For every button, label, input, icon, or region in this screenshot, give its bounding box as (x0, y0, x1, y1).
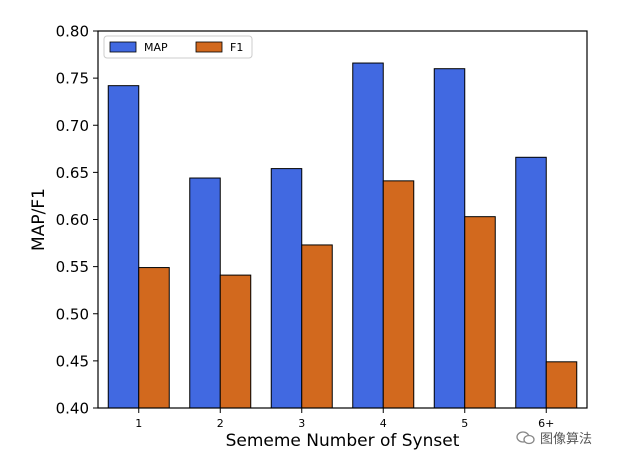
y-axis: 0.40 0.45 0.50 0.55 0.60 0.65 0.70 0.75 0.80 (56, 23, 98, 418)
legend: MAP F1 (103, 35, 253, 59)
x-tick-label: 3 (298, 417, 305, 430)
y-tick-label: 0.65 (56, 164, 89, 182)
x-tick-label: 1 (135, 417, 142, 430)
legend-swatch-f1 (195, 41, 223, 53)
bar-f1-5 (464, 216, 496, 409)
x-tick-label: 6+ (538, 417, 554, 430)
bar-map-3 (270, 168, 303, 409)
x-tick-label: 4 (380, 417, 387, 430)
legend-swatch-map (109, 41, 137, 53)
y-tick-label: 0.75 (56, 70, 89, 88)
wechat-icon (516, 430, 535, 444)
bars-layer (107, 62, 578, 409)
x-axis: 1 2 3 4 5 6+ (135, 408, 554, 430)
plot-frame (97, 30, 588, 409)
y-tick-label: 0.55 (56, 258, 89, 276)
y-tick-label: 0.70 (56, 117, 89, 135)
y-tick-label: 0.45 (56, 352, 89, 370)
bar-f1-4 (382, 180, 415, 409)
bar-map-4 (352, 62, 384, 409)
y-tick-label: 0.40 (56, 400, 89, 418)
bar-map-2 (189, 177, 221, 409)
y-tick-label: 0.50 (56, 305, 89, 323)
legend-box (103, 35, 253, 59)
y-tick-label: 0.80 (56, 23, 89, 41)
y-tick-label: 0.60 (56, 211, 89, 229)
x-tick-label: 5 (461, 417, 468, 430)
bar-f1-1 (138, 267, 170, 409)
x-axis-title: Sememe Number of Synset (226, 431, 460, 451)
bar-map-5 (433, 68, 466, 409)
watermark: 图像算法 (516, 428, 592, 447)
watermark-text: 图像算法 (540, 432, 593, 447)
legend-label-f1: F1 (230, 41, 243, 54)
bar-map-6+ (515, 156, 547, 409)
bar-map-1 (107, 85, 140, 409)
bar-f1-3 (301, 244, 333, 409)
y-axis-title: MAP/F1 (29, 188, 49, 251)
bar-f1-6+ (545, 361, 578, 409)
x-tick-label: 2 (217, 417, 224, 430)
legend-label-map: MAP (144, 41, 168, 54)
bar-f1-2 (219, 274, 252, 409)
